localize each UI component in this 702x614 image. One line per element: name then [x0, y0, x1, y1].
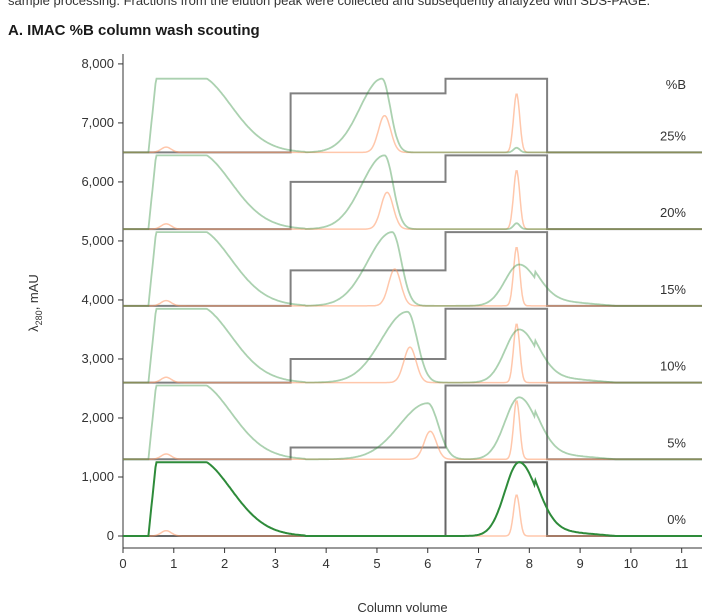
x-axis-title: Column volume [357, 600, 447, 614]
x-tick-label: 6 [424, 556, 431, 571]
top-strip-text: sample processing. Fractions from the el… [8, 0, 651, 8]
y-tick-label: 0 [107, 528, 114, 543]
trace-label-15pct: 15% [660, 282, 686, 297]
uv-trace-5pct [123, 384, 702, 461]
trace-label-5pct: 5% [667, 435, 686, 450]
step-line-15pct [123, 231, 702, 307]
step-line-10pct [123, 307, 702, 384]
label-layer: %B 0% 5% 10% 15% 20% 25% [660, 77, 686, 527]
conc-trace-10pct [123, 323, 702, 384]
x-tick-label: 5 [373, 556, 380, 571]
trace-label-20pct: 20% [660, 205, 686, 220]
chart-title: A. IMAC %B column wash scouting [8, 22, 260, 39]
step-line-5pct [123, 384, 702, 461]
x-tick-label: 8 [526, 556, 533, 571]
y-tick-label: 3,000 [81, 351, 114, 366]
trace-label-10pct: 10% [660, 359, 686, 374]
y-axis-title: λ280, mAU [26, 274, 44, 332]
y-tick-label: 6,000 [81, 174, 114, 189]
x-tick-label: 7 [475, 556, 482, 571]
legend-header: %B [666, 77, 686, 92]
y-tick-label: 4,000 [81, 292, 114, 307]
x-tick-label: 10 [624, 556, 638, 571]
y-tick-label: 5,000 [81, 233, 114, 248]
trace-label-0pct: 0% [667, 512, 686, 527]
uv-layer [123, 77, 702, 537]
step-line-0pct [123, 461, 702, 537]
x-tick-label: 4 [323, 556, 330, 571]
uv-trace-25pct [123, 77, 702, 154]
uv-trace-0pct [123, 461, 702, 537]
step-line-25pct [123, 77, 702, 154]
x-tick-label: 3 [272, 556, 279, 571]
conc-trace-0pct [123, 494, 702, 537]
x-tick-label: 9 [576, 556, 583, 571]
uv-trace-15pct [123, 231, 702, 307]
conc-layer [123, 93, 702, 537]
uv-trace-10pct [123, 307, 702, 384]
conc-trace-25pct [123, 93, 702, 154]
axes-layer: 0 1,000 2,000 3,000 4,000 5,000 6,000 7,000 8,00… [26, 54, 702, 614]
y-tick-label: 1,000 [81, 469, 114, 484]
x-tick-label: 2 [221, 556, 228, 571]
x-tick-label: 1 [170, 556, 177, 571]
x-tick-label: 0 [119, 556, 126, 571]
x-tick-label: 11 [675, 556, 689, 571]
y-tick-label: 7,000 [81, 115, 114, 130]
uv-trace-20pct [123, 154, 702, 231]
step-line-20pct [123, 154, 702, 231]
step-layer [123, 77, 702, 537]
y-tick-label: 2,000 [81, 410, 114, 425]
conc-trace-15pct [123, 246, 702, 307]
y-tick-label: 8,000 [81, 56, 114, 71]
conc-trace-20pct [123, 170, 702, 230]
trace-label-25pct: 25% [660, 128, 686, 143]
conc-trace-5pct [123, 400, 702, 461]
